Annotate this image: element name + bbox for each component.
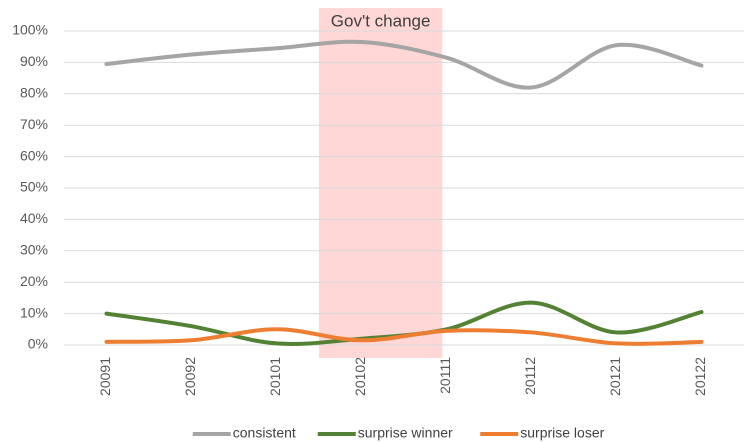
x-tick-label: 20091 xyxy=(97,357,113,396)
x-tick-label: 20111 xyxy=(437,357,453,394)
x-tick-label: 20121 xyxy=(607,357,623,396)
y-tick-label: 20% xyxy=(20,273,48,289)
y-tick-label: 40% xyxy=(20,210,48,226)
annotation-label: Gov't change xyxy=(331,11,431,30)
x-tick-label: 20112 xyxy=(522,357,538,395)
y-tick-label: 50% xyxy=(20,179,48,195)
y-tick-label: 70% xyxy=(20,116,48,132)
x-tick-label: 20102 xyxy=(352,357,368,396)
y-tick-label: 10% xyxy=(20,304,48,320)
series-line xyxy=(104,39,704,90)
y-tick-label: 90% xyxy=(20,53,48,69)
y-tick-label: 0% xyxy=(28,336,48,352)
legend-label: surprise winner xyxy=(358,425,453,441)
annotation-band xyxy=(319,8,443,358)
series-line xyxy=(104,327,704,346)
legend-label: surprise loser xyxy=(520,425,604,441)
y-tick-label: 60% xyxy=(20,147,48,163)
legend-label: consistent xyxy=(233,425,296,441)
y-tick-label: 30% xyxy=(20,242,48,258)
x-tick-label: 20101 xyxy=(267,357,283,396)
y-tick-label: 80% xyxy=(20,85,48,101)
x-tick-label: 20122 xyxy=(692,357,708,396)
x-tick-label: 20092 xyxy=(182,357,198,396)
y-tick-label: 100% xyxy=(12,22,48,38)
